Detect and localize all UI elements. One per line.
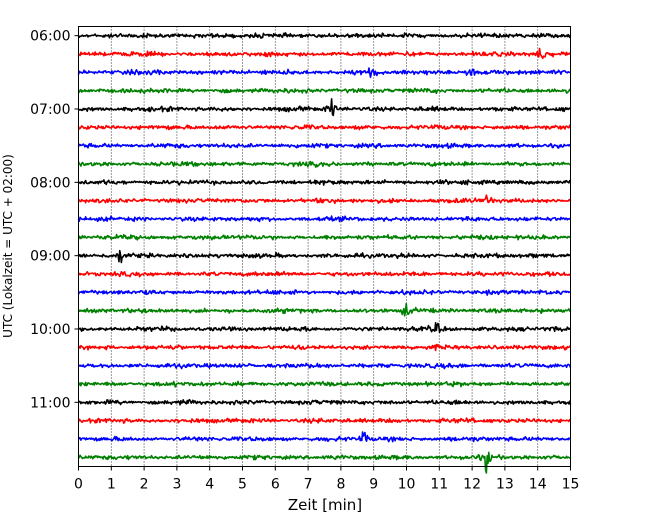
y-tick-label: 10:00 bbox=[30, 322, 70, 338]
x-tick-label: 14 bbox=[529, 477, 547, 493]
y-tick-label: 07:00 bbox=[30, 102, 70, 118]
trace-1030 bbox=[77, 362, 572, 370]
x-tick-label: 6 bbox=[271, 477, 280, 493]
trace-0715 bbox=[77, 124, 572, 131]
trace-1130 bbox=[77, 431, 571, 443]
plot-frame bbox=[78, 26, 571, 467]
x-tick-label: 4 bbox=[205, 477, 214, 493]
trace-1145 bbox=[77, 451, 571, 474]
trace-1045 bbox=[78, 380, 571, 388]
x-tick-label: 1 bbox=[107, 477, 116, 493]
x-tick-label: 7 bbox=[304, 477, 313, 493]
trace-0600 bbox=[77, 32, 572, 39]
trace-1015 bbox=[77, 343, 572, 352]
y-tick-label: 11:00 bbox=[30, 395, 70, 411]
seismogram-traces bbox=[77, 32, 572, 474]
trace-1115 bbox=[77, 417, 571, 424]
trace-0930 bbox=[77, 289, 571, 296]
y-axis-label: UTC (Lokalzeit = UTC + 02:00) bbox=[1, 154, 15, 338]
trace-0645 bbox=[78, 87, 572, 95]
x-axis-ticks: 0 1 2 3 4 5 6 7 8 9 10 11 12 13 14 15 bbox=[74, 466, 580, 493]
x-tick-label: 9 bbox=[369, 477, 378, 493]
y-axis-ticks: 06:00 07:00 08:00 09:00 10:00 11:00 bbox=[30, 29, 79, 411]
x-axis-label: Zeit [min] bbox=[288, 496, 362, 514]
trace-1000 bbox=[78, 321, 572, 333]
trace-1100 bbox=[77, 398, 572, 406]
y-tick-label: 08:00 bbox=[30, 175, 70, 191]
x-tick-label: 5 bbox=[238, 477, 247, 493]
x-tick-label: 0 bbox=[74, 477, 83, 493]
trace-0815 bbox=[78, 194, 572, 205]
x-tick-label: 2 bbox=[140, 477, 149, 493]
x-tick-label: 11 bbox=[430, 477, 448, 493]
trace-0945 bbox=[78, 302, 572, 317]
trace-0745 bbox=[77, 160, 572, 168]
trace-0845 bbox=[78, 233, 572, 241]
trace-0615 bbox=[78, 47, 571, 60]
trace-0730 bbox=[77, 142, 571, 150]
x-tick-label: 13 bbox=[496, 477, 514, 493]
x-tick-label: 3 bbox=[172, 477, 181, 493]
x-tick-label: 10 bbox=[398, 477, 416, 493]
x-tick-label: 8 bbox=[336, 477, 345, 493]
trace-0800 bbox=[77, 178, 572, 186]
trace-0900 bbox=[77, 249, 571, 264]
trace-0915 bbox=[78, 270, 572, 278]
trace-0630 bbox=[77, 67, 571, 78]
x-tick-label: 15 bbox=[562, 477, 580, 493]
y-tick-label: 06:00 bbox=[30, 29, 70, 45]
x-tick-label: 12 bbox=[463, 477, 481, 493]
grid-lines bbox=[110, 26, 539, 467]
trace-0700 bbox=[77, 98, 572, 117]
y-tick-label: 09:00 bbox=[30, 249, 70, 265]
trace-0830 bbox=[77, 215, 572, 223]
